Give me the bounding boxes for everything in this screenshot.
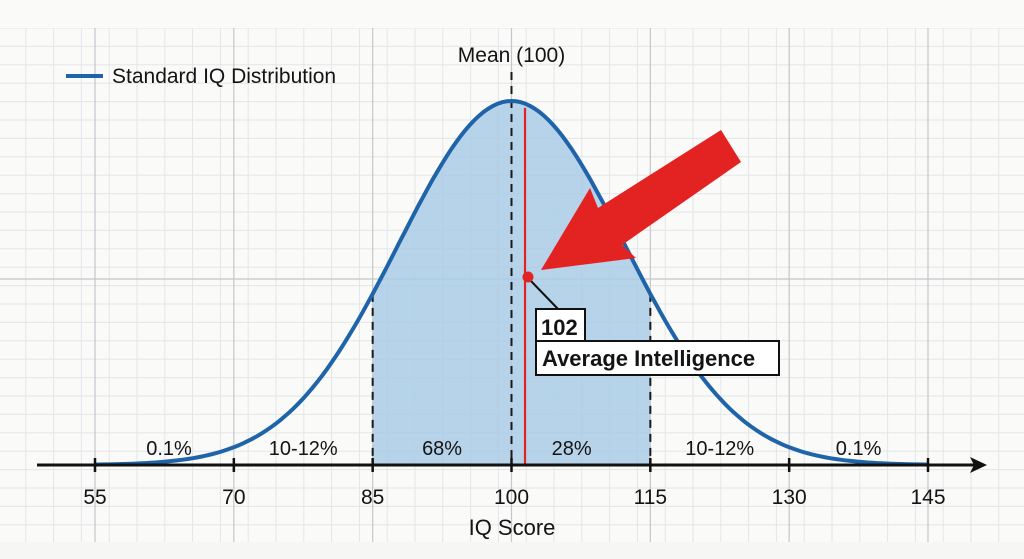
- highlight-point: [522, 271, 534, 283]
- region-percent-label: 0.1%: [146, 438, 192, 460]
- x-tick-label: 115: [634, 486, 667, 509]
- value-box: [535, 308, 586, 343]
- region-percent-label: 28%: [552, 438, 592, 460]
- value-callout: 102 Average Intelligence: [535, 308, 780, 376]
- x-tick-label: 130: [772, 486, 807, 509]
- axis-arrow-icon: [970, 457, 987, 473]
- distribution-curve: [94, 98, 929, 467]
- x-tick-label: 70: [222, 486, 245, 509]
- pointer-arrow-icon: [541, 130, 741, 270]
- mean-label: Mean (100): [458, 44, 565, 67]
- region-percent-label: 10-12%: [685, 438, 754, 460]
- region-labels: 0.1% 10-12% 68% 28% 10-12% 0.1%: [146, 438, 881, 460]
- region-percent-label: 10-12%: [269, 438, 338, 460]
- x-tick-label: 100: [494, 486, 529, 509]
- x-tick-label: 55: [83, 486, 106, 509]
- region-percent-label: 68%: [422, 438, 462, 460]
- category-box: [535, 340, 780, 376]
- legend: Standard IQ Distribution: [66, 65, 336, 88]
- x-axis-label: IQ Score: [469, 515, 556, 540]
- value-label: 102: [541, 315, 578, 340]
- dashed-markers: [371, 72, 652, 465]
- region-percent-label: 0.1%: [836, 438, 882, 460]
- x-axis: 55 70 85 100 115 130 145: [37, 457, 987, 509]
- x-tick-label: 145: [910, 486, 945, 509]
- callout-connector: [529, 279, 559, 310]
- x-tick-label: 85: [361, 486, 384, 509]
- category-label: Average Intelligence: [542, 346, 755, 371]
- legend-label: Standard IQ Distribution: [112, 65, 336, 88]
